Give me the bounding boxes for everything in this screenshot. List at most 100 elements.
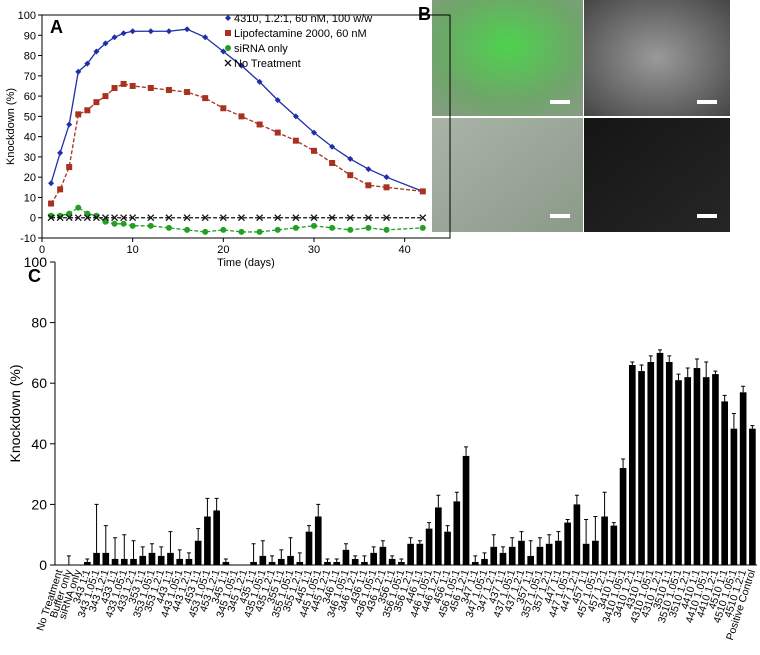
error-bar — [223, 558, 228, 562]
marker — [84, 210, 91, 217]
error-bar — [731, 413, 736, 429]
marker — [102, 40, 109, 47]
legend-label: 4310, 1.2:1, 60 nM, 100 w/w — [234, 13, 372, 25]
bar — [545, 543, 553, 565]
error-bar — [140, 546, 145, 556]
marker — [238, 113, 245, 120]
error-bar — [667, 355, 672, 362]
marker — [274, 214, 282, 222]
error-bar — [186, 552, 191, 559]
bar — [194, 540, 202, 565]
error-bar — [251, 543, 256, 562]
marker — [57, 149, 64, 156]
bar — [407, 543, 414, 565]
marker — [292, 137, 299, 144]
bar — [333, 561, 341, 565]
error-bar — [149, 543, 154, 553]
marker — [66, 210, 73, 217]
marker — [202, 228, 209, 235]
marker — [111, 220, 118, 227]
bar — [296, 561, 304, 565]
marker — [183, 214, 191, 222]
bar — [130, 558, 137, 565]
marker — [165, 224, 172, 231]
marker — [274, 226, 281, 233]
bar — [508, 546, 516, 565]
bar — [610, 525, 618, 565]
marker — [147, 214, 155, 222]
bar — [499, 552, 507, 565]
error-bar — [510, 537, 515, 547]
bar — [564, 522, 571, 565]
y-tick-label: 30 — [24, 152, 36, 164]
bar — [601, 516, 608, 565]
error-bar — [353, 555, 358, 559]
error-bar — [630, 361, 635, 366]
y-tick-label: 0 — [39, 557, 47, 573]
bar — [527, 555, 535, 565]
marker — [238, 214, 245, 222]
y-axis-title: Knockdown (%) — [7, 364, 23, 462]
error-bar — [482, 552, 487, 559]
error-bar — [196, 528, 201, 541]
error-bar — [122, 534, 127, 559]
marker — [328, 214, 336, 222]
bar — [324, 561, 331, 565]
marker — [311, 129, 317, 136]
error-bar — [205, 497, 210, 517]
micrograph — [432, 0, 583, 116]
error-bar — [168, 531, 173, 553]
bar — [351, 558, 359, 565]
bar — [684, 377, 692, 565]
marker — [311, 222, 317, 229]
bar — [277, 558, 285, 565]
marker — [419, 224, 426, 231]
error-bar — [473, 555, 478, 562]
error-bar — [676, 373, 681, 381]
bar — [120, 558, 128, 565]
plot-frame — [41, 14, 451, 239]
error-bar — [279, 549, 284, 559]
marker — [225, 15, 231, 21]
marker — [310, 214, 318, 222]
marker — [202, 34, 209, 41]
error-bar — [464, 446, 469, 456]
y-tick-label: 70 — [24, 71, 36, 83]
error-bar — [445, 525, 450, 532]
bar — [712, 374, 719, 565]
y-tick-label: 50 — [24, 111, 36, 123]
scale-bar — [697, 100, 717, 104]
marker — [111, 34, 118, 41]
marker — [47, 214, 55, 222]
x-axis-title: Time (days) — [217, 257, 275, 269]
bar — [573, 504, 581, 565]
marker — [419, 214, 427, 222]
scale-bar — [550, 214, 570, 218]
error-bar — [362, 555, 367, 562]
marker — [184, 226, 191, 233]
bar — [435, 507, 442, 565]
error-bar — [722, 394, 727, 402]
panel-label: A — [50, 17, 63, 37]
error-bar — [713, 370, 718, 375]
marker — [84, 107, 91, 114]
error-bar — [427, 522, 432, 529]
marker — [238, 62, 245, 69]
error-bar — [436, 494, 441, 508]
y-tick-label: 40 — [24, 132, 36, 144]
error-bar — [528, 540, 533, 556]
bar — [628, 365, 636, 565]
bar — [444, 531, 451, 565]
bar — [619, 468, 627, 565]
scale-bar — [697, 214, 717, 218]
error-bar — [500, 546, 505, 553]
bar — [250, 561, 257, 565]
error-bar — [371, 546, 376, 553]
marker — [256, 228, 263, 235]
bar — [730, 428, 738, 565]
error-bar — [574, 494, 579, 505]
y-tick-label: 80 — [31, 315, 47, 331]
marker — [274, 129, 281, 136]
marker — [102, 218, 109, 225]
